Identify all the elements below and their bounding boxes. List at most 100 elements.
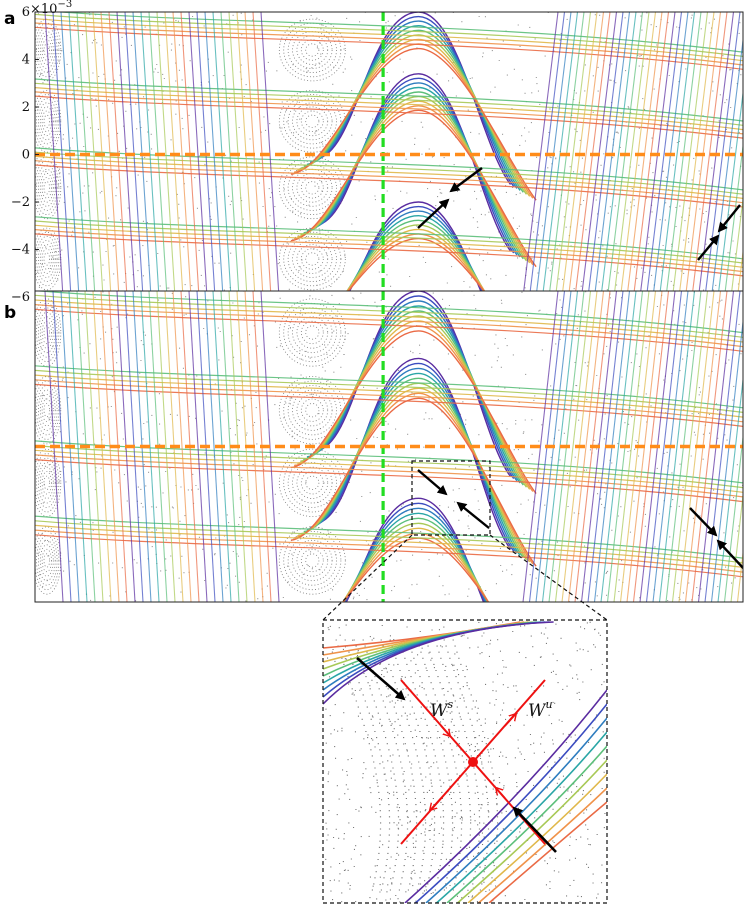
manifold-curve bbox=[313, 77, 515, 254]
manifold-curve bbox=[316, 73, 512, 252]
left-hatch-line bbox=[84, 12, 104, 297]
island-orbit-ring bbox=[292, 240, 333, 278]
right-hatch-line bbox=[554, 12, 592, 297]
inset-saddle-manifolds bbox=[400, 679, 546, 845]
manifold-direction-arrow bbox=[504, 715, 515, 727]
zoom-connector-right bbox=[489, 534, 608, 621]
background-manifold-line bbox=[35, 151, 743, 195]
manifold-curve bbox=[343, 507, 487, 602]
island bbox=[278, 227, 346, 291]
background-manifold-line bbox=[35, 18, 743, 62]
island-orbit-ring bbox=[36, 26, 58, 74]
left-hatch-line bbox=[204, 291, 224, 602]
manifold-curve bbox=[313, 362, 515, 552]
background-manifold-line bbox=[35, 291, 743, 334]
island-orbit-ring bbox=[296, 173, 329, 203]
flow-arrow bbox=[716, 539, 743, 570]
manifold-curve bbox=[313, 295, 515, 480]
manifold-branch bbox=[400, 679, 474, 763]
island-orbit-ring bbox=[283, 380, 342, 440]
island-orbit-ring bbox=[292, 102, 333, 141]
manifold-curve bbox=[341, 527, 490, 602]
right-hatch-line bbox=[645, 12, 683, 297]
island-orbit-ring bbox=[292, 389, 333, 431]
island-orbit-ring bbox=[35, 160, 60, 215]
manifold-curve bbox=[303, 310, 524, 486]
y-tick-label: −2 bbox=[11, 195, 30, 210]
island-orbit-ring bbox=[36, 307, 58, 358]
island-orbit-ring bbox=[43, 181, 50, 195]
island bbox=[35, 156, 62, 220]
right-hatch-line bbox=[717, 88, 743, 297]
island-orbit-ring bbox=[39, 35, 54, 65]
island-orbit-ring bbox=[283, 231, 342, 287]
manifold-curve bbox=[316, 357, 512, 550]
island-orbit-ring bbox=[43, 43, 50, 57]
manifold-curve bbox=[343, 210, 487, 297]
background-manifold-line bbox=[35, 379, 743, 423]
island-orbit-ring bbox=[300, 320, 324, 345]
island-orbit-ring bbox=[39, 316, 54, 349]
panel-b-label: b bbox=[4, 303, 16, 323]
inset-orbit-points bbox=[325, 621, 606, 903]
inset-manifold-curves bbox=[323, 621, 607, 903]
island-orbit-ring bbox=[296, 35, 329, 65]
island-orbit-ring bbox=[38, 102, 56, 141]
manifold-curve bbox=[309, 300, 518, 482]
right-hatch-line bbox=[658, 12, 696, 297]
inset-point-cloud bbox=[325, 621, 606, 903]
background-manifold-line bbox=[35, 365, 743, 409]
manifold-curve bbox=[306, 24, 521, 191]
island-orbit-ring bbox=[43, 114, 50, 128]
right-hatch-line bbox=[704, 12, 741, 297]
background-manifold-line bbox=[35, 299, 743, 343]
island-orbit-ring bbox=[38, 539, 56, 582]
island-orbit-ring bbox=[39, 466, 54, 499]
island-orbit-ring bbox=[305, 252, 320, 266]
panel-a-label: a bbox=[4, 9, 15, 29]
island-orbit-ring bbox=[39, 244, 54, 274]
manifold-curve bbox=[310, 20, 518, 189]
island-orbit-ring bbox=[278, 18, 346, 82]
island-orbit-ring bbox=[296, 106, 329, 137]
island-orbit-ring bbox=[39, 106, 54, 137]
right-hatch-line bbox=[691, 12, 728, 297]
manifold-curve bbox=[342, 214, 488, 297]
manifold-direction-arrow bbox=[497, 789, 506, 799]
manifold-curve bbox=[344, 205, 486, 297]
island-orbit-ring bbox=[296, 316, 329, 349]
island-orbit-ring bbox=[305, 114, 320, 128]
left-hatch-line bbox=[172, 12, 192, 297]
manifold-direction-arrow bbox=[431, 797, 442, 809]
inset-arrow bbox=[512, 806, 557, 853]
y-tick-label: −6 bbox=[11, 290, 30, 305]
manifold-curve bbox=[297, 387, 531, 563]
right-hatch-line bbox=[567, 12, 605, 297]
manifold-curve bbox=[290, 47, 537, 201]
island-orbit-ring bbox=[283, 302, 342, 363]
manifold-curve bbox=[303, 29, 524, 193]
manifold-curve bbox=[342, 228, 490, 297]
background-manifold-line bbox=[35, 87, 743, 131]
background-manifold-line bbox=[35, 78, 743, 122]
background-manifold-line bbox=[35, 82, 743, 126]
island-orbit-ring bbox=[36, 535, 58, 586]
inset-arrow bbox=[356, 657, 406, 701]
right-hatch-line bbox=[522, 291, 559, 602]
manifold-curve bbox=[342, 517, 489, 602]
background-manifold-line bbox=[35, 308, 743, 352]
island-orbit-ring bbox=[38, 389, 56, 431]
right-hatch-line bbox=[613, 291, 650, 602]
inset-lower-curve bbox=[477, 787, 607, 903]
left-hatch-line bbox=[204, 12, 224, 297]
island-orbit-ring bbox=[287, 385, 337, 436]
manifold-curve bbox=[342, 224, 489, 297]
island-orbit-ring bbox=[36, 98, 58, 145]
right-hatch-line bbox=[613, 12, 650, 297]
flow-arrow bbox=[717, 204, 741, 233]
y-tick-label: −4 bbox=[11, 243, 30, 258]
flow-arrow bbox=[417, 469, 448, 496]
manifold-curve bbox=[344, 502, 486, 602]
right-hatch-line bbox=[704, 291, 741, 602]
background-manifold-line bbox=[35, 445, 743, 489]
